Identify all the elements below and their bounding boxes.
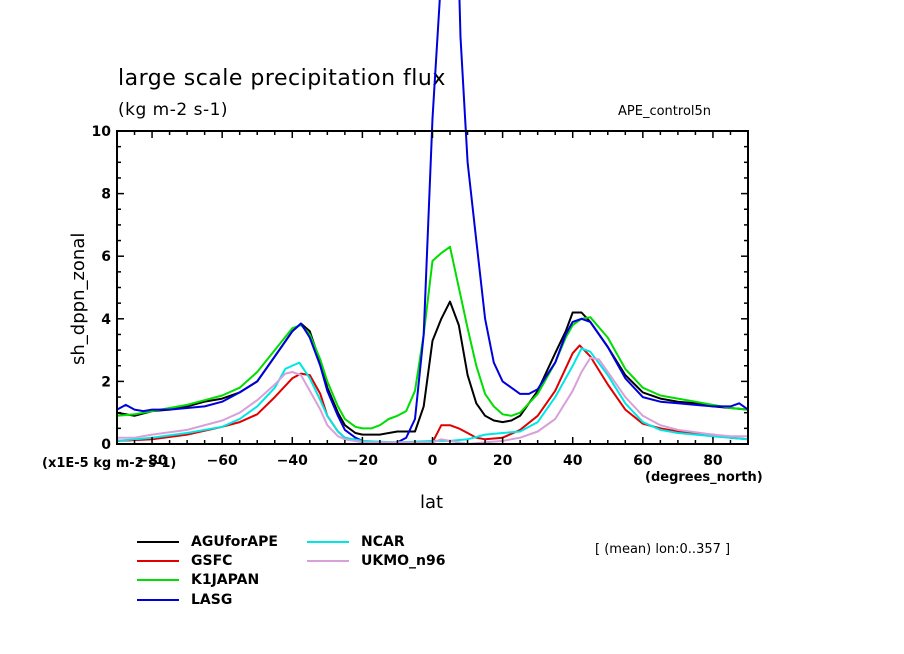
legend-item-ukmo_n96: UKMO_n96	[307, 552, 446, 570]
legend-swatch	[137, 579, 179, 581]
legend-label: GSFC	[191, 553, 233, 569]
x-axis-units: (degrees_north)	[645, 470, 763, 485]
series-line-gsfc	[117, 344, 748, 444]
x-tick-label: −40	[277, 453, 308, 469]
dataset-label: APE_control5n	[618, 104, 712, 119]
series-line-ukmo_n96	[117, 356, 748, 444]
series-group	[117, 0, 748, 444]
y-tick-label: 4	[101, 312, 111, 328]
legend-swatch	[137, 599, 179, 601]
x-tick-label: 40	[563, 453, 583, 469]
legend-item-lasg: LASG	[137, 591, 232, 609]
x-tick-label: 0	[428, 453, 438, 469]
y-tick-label: 0	[101, 437, 111, 453]
x-tick-label: 20	[493, 453, 513, 469]
legend-item-ncar: NCAR	[307, 533, 405, 551]
x-tick-label: −80	[136, 453, 167, 469]
legend-item-k1japan: K1JAPAN	[137, 571, 259, 589]
y-scale-note: (x1E-5 kg m-2 s-1)	[42, 456, 177, 471]
averaging-annotation: [ (mean) lon:0..357 ]	[595, 542, 731, 557]
legend-swatch	[137, 560, 179, 562]
series-line-k1japan	[117, 245, 748, 430]
series-line-aguforape	[117, 300, 748, 436]
legend-swatch	[307, 560, 349, 562]
x-tick-label: 80	[703, 453, 723, 469]
legend-item-gsfc: GSFC	[137, 552, 232, 570]
chart-title: large scale precipitation flux	[118, 66, 446, 91]
legend-label: K1JAPAN	[191, 572, 260, 588]
legend-item-aguforape: AGUforAPE	[137, 533, 278, 551]
x-tick-label: −60	[207, 453, 238, 469]
x-tick-label: −20	[347, 453, 378, 469]
y-tick-label: 6	[101, 249, 111, 265]
y-tick-label: 10	[92, 124, 112, 140]
legend-swatch	[307, 541, 349, 543]
chart-subtitle-units: (kg m-2 s-1)	[118, 100, 229, 120]
legend-swatch	[137, 541, 179, 543]
legend-label: NCAR	[361, 534, 405, 550]
series-line-lasg	[117, 0, 748, 444]
x-tick-label: 60	[633, 453, 653, 469]
legend-label: UKMO_n96	[361, 553, 446, 569]
legend-label: AGUforAPE	[191, 534, 278, 550]
x-axis-label: lat	[420, 492, 444, 513]
y-tick-label: 2	[101, 374, 111, 390]
legend-label: LASG	[191, 592, 233, 608]
y-tick-label: 8	[101, 187, 111, 203]
